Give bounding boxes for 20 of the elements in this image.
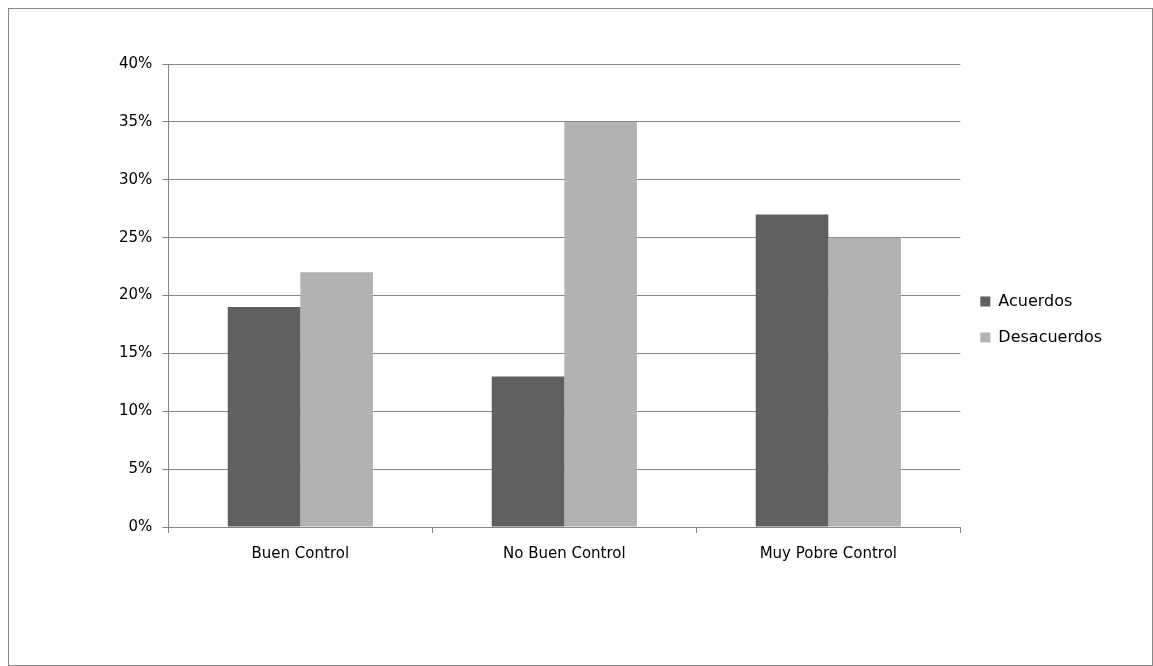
y-tick-label: 35% — [119, 111, 153, 130]
y-tick-label: 20% — [119, 285, 153, 304]
y-tick-label: 25% — [119, 227, 153, 246]
y-tick-label: 30% — [119, 169, 153, 188]
y-tick-label: 5% — [128, 459, 153, 478]
x-tick-label: Muy Pobre Control — [759, 543, 898, 562]
x-tick-label: No Buen Control — [502, 543, 626, 562]
legend-label: Acuerdos — [998, 290, 1073, 310]
bar — [828, 237, 901, 527]
y-tick-label: 15% — [119, 343, 153, 362]
bar — [227, 307, 301, 527]
x-tick-label: Buen Control — [251, 543, 350, 562]
y-tick-label: 10% — [119, 401, 153, 420]
bar — [491, 376, 565, 527]
bar — [564, 121, 637, 527]
y-tick-label: 0% — [128, 516, 153, 535]
legend-label: Desacuerdos — [998, 326, 1103, 346]
bar — [300, 272, 373, 527]
y-tick-label: 40% — [119, 53, 153, 72]
bar — [755, 214, 829, 527]
